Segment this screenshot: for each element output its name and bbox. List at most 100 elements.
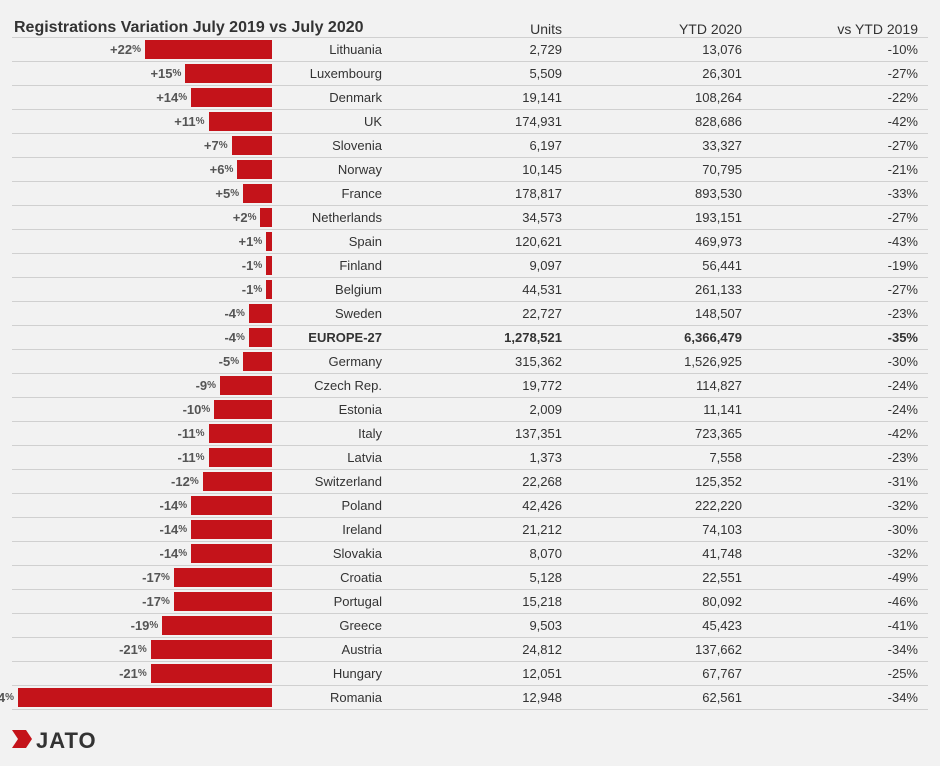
pct-label: +7%: [204, 134, 228, 157]
variation-bar: [203, 472, 272, 491]
table-row: -11%Italy137,351723,365-42%: [12, 422, 928, 446]
variation-bar: [249, 328, 272, 347]
ytd-cell: 6,366,479: [572, 326, 752, 349]
variation-bar: [185, 64, 272, 83]
ytd-cell: 11,141: [572, 398, 752, 421]
bar-cell: +11%: [12, 110, 272, 133]
bar-cell: +1%: [12, 230, 272, 253]
country-label: EUROPE-27: [272, 326, 392, 349]
units-cell: 10,145: [392, 158, 572, 181]
bar-cell: -17%: [12, 590, 272, 613]
vs-cell: -22%: [752, 86, 928, 109]
variation-bar: [191, 544, 272, 563]
vs-cell: -30%: [752, 350, 928, 373]
ytd-cell: 41,748: [572, 542, 752, 565]
table-row: +1%Spain120,621469,973-43%: [12, 230, 928, 254]
country-label: Estonia: [272, 398, 392, 421]
ytd-cell: 62,561: [572, 686, 752, 709]
variation-bar: [232, 136, 272, 155]
vs-cell: -46%: [752, 590, 928, 613]
units-cell: 2,729: [392, 38, 572, 61]
variation-bar: [151, 640, 272, 659]
vs-cell: -42%: [752, 110, 928, 133]
table-row: -11%Latvia1,3737,558-23%: [12, 446, 928, 470]
vs-cell: -27%: [752, 134, 928, 157]
table-row: -10%Estonia2,00911,141-24%: [12, 398, 928, 422]
country-label: Denmark: [272, 86, 392, 109]
header-row: Registrations Variation July 2019 vs Jul…: [12, 12, 928, 38]
variation-bar: [174, 568, 272, 587]
col-header: YTD 2020: [572, 21, 752, 37]
table-row: -1%Belgium44,531261,133-27%: [12, 278, 928, 302]
table-row: -44%Romania12,94862,561-34%: [12, 686, 928, 710]
vs-cell: -33%: [752, 182, 928, 205]
pct-label: -4%: [224, 326, 244, 349]
pct-label: -9%: [196, 374, 216, 397]
variation-bar: [162, 616, 272, 635]
pct-label: -1%: [242, 254, 262, 277]
table-row: +7%Slovenia6,19733,327-27%: [12, 134, 928, 158]
bar-cell: -11%: [12, 422, 272, 445]
bar-cell: -21%: [12, 638, 272, 661]
bar-cell: -14%: [12, 542, 272, 565]
ytd-cell: 125,352: [572, 470, 752, 493]
ytd-cell: 74,103: [572, 518, 752, 541]
table-row: +22%Lithuania2,72913,076-10%: [12, 38, 928, 62]
vs-cell: -23%: [752, 446, 928, 469]
table-row: -21%Austria24,812137,662-34%: [12, 638, 928, 662]
table-row: +11%UK174,931828,686-42%: [12, 110, 928, 134]
country-label: Slovakia: [272, 542, 392, 565]
bar-cell: -12%: [12, 470, 272, 493]
ytd-cell: 7,558: [572, 446, 752, 469]
units-cell: 44,531: [392, 278, 572, 301]
bar-cell: -44%: [12, 686, 272, 709]
pct-label: -17%: [142, 566, 170, 589]
variation-bar: [266, 232, 272, 251]
vs-cell: -24%: [752, 374, 928, 397]
units-cell: 12,948: [392, 686, 572, 709]
units-cell: 2,009: [392, 398, 572, 421]
pct-label: +22%: [110, 38, 141, 61]
jato-logo: JATO: [12, 728, 928, 754]
units-cell: 15,218: [392, 590, 572, 613]
country-label: Poland: [272, 494, 392, 517]
pct-label: +14%: [156, 86, 187, 109]
ytd-cell: 148,507: [572, 302, 752, 325]
country-label: Lithuania: [272, 38, 392, 61]
country-label: Netherlands: [272, 206, 392, 229]
country-label: UK: [272, 110, 392, 133]
units-cell: 21,212: [392, 518, 572, 541]
table-row: -9%Czech Rep.19,772114,827-24%: [12, 374, 928, 398]
country-label: Luxembourg: [272, 62, 392, 85]
vs-cell: -21%: [752, 158, 928, 181]
country-label: Latvia: [272, 446, 392, 469]
col-header: vs YTD 2019: [752, 21, 928, 37]
variation-bar: [243, 352, 272, 371]
vs-cell: -24%: [752, 398, 928, 421]
table-row: +14%Denmark19,141108,264-22%: [12, 86, 928, 110]
vs-cell: -19%: [752, 254, 928, 277]
country-label: France: [272, 182, 392, 205]
bar-cell: -21%: [12, 662, 272, 685]
registrations-chart: Registrations Variation July 2019 vs Jul…: [12, 12, 928, 710]
variation-bar: [209, 424, 273, 443]
vs-cell: -27%: [752, 206, 928, 229]
ytd-cell: 469,973: [572, 230, 752, 253]
ytd-cell: 261,133: [572, 278, 752, 301]
vs-cell: -49%: [752, 566, 928, 589]
bar-cell: +5%: [12, 182, 272, 205]
pct-label: -12%: [171, 470, 199, 493]
table-row: -14%Poland42,426222,220-32%: [12, 494, 928, 518]
ytd-cell: 56,441: [572, 254, 752, 277]
country-label: Ireland: [272, 518, 392, 541]
table-row: +5%France178,817893,530-33%: [12, 182, 928, 206]
country-label: Italy: [272, 422, 392, 445]
pct-label: +6%: [210, 158, 234, 181]
units-cell: 22,268: [392, 470, 572, 493]
ytd-cell: 67,767: [572, 662, 752, 685]
variation-bar: [260, 208, 272, 227]
variation-bar: [214, 400, 272, 419]
ytd-cell: 22,551: [572, 566, 752, 589]
units-cell: 9,097: [392, 254, 572, 277]
country-label: Austria: [272, 638, 392, 661]
